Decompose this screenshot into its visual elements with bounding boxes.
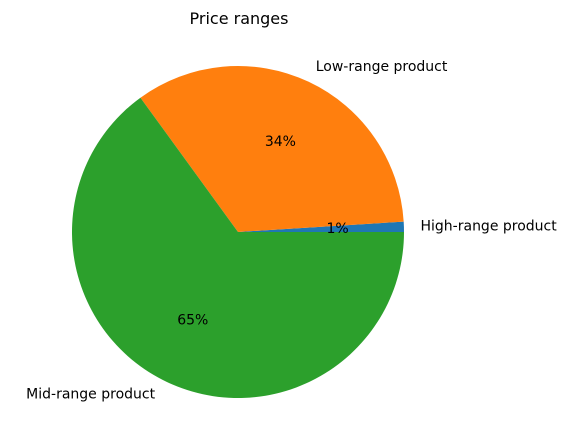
pie-labels: High-range product 1% Low-range product 34%… xyxy=(26,59,557,403)
chart-title: Price ranges xyxy=(190,9,289,28)
slice-percent-label: 1% xyxy=(326,221,348,237)
slice-percent-label: 34% xyxy=(265,134,296,150)
slice-percent-label: 65% xyxy=(177,313,208,329)
pie-slice-high-range-product xyxy=(238,221,404,232)
slice-label: Mid-range product xyxy=(26,387,155,403)
slice-label: Low-range product xyxy=(316,59,448,75)
pie-slice-low-range-product xyxy=(140,66,404,232)
pie-slices xyxy=(71,66,405,398)
slice-label: High-range product xyxy=(421,218,558,234)
pie-slice-mid-range-product xyxy=(71,97,405,398)
